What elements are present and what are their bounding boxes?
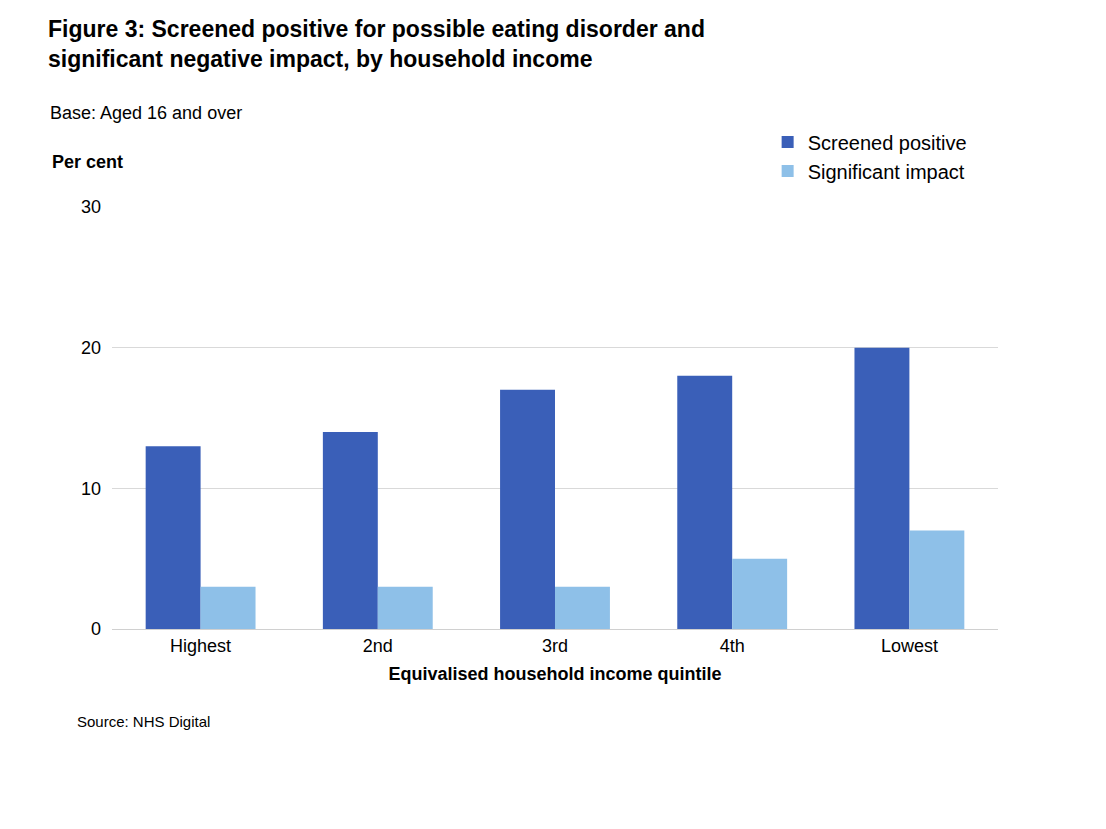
svg-text:30: 30 bbox=[81, 197, 101, 217]
svg-text:Lowest: Lowest bbox=[881, 636, 938, 656]
svg-text:Source: NHS Digital: Source: NHS Digital bbox=[77, 713, 210, 730]
svg-text:4th: 4th bbox=[720, 636, 745, 656]
svg-text:Highest: Highest bbox=[170, 636, 231, 656]
svg-text:Equivalised household income q: Equivalised household income quintile bbox=[388, 664, 721, 684]
svg-text:Base: Aged 16 and over: Base: Aged 16 and over bbox=[50, 103, 242, 123]
svg-text:2nd: 2nd bbox=[363, 636, 393, 656]
svg-text:3rd: 3rd bbox=[542, 636, 568, 656]
svg-text:10: 10 bbox=[81, 479, 101, 499]
svg-text:0: 0 bbox=[91, 619, 101, 639]
svg-text:Per cent: Per cent bbox=[52, 152, 123, 172]
svg-text:Significant impact: Significant impact bbox=[808, 161, 965, 183]
svg-text:Figure 3: Screened positive fo: Figure 3: Screened positive for possible… bbox=[48, 16, 705, 72]
svg-text:20: 20 bbox=[81, 338, 101, 358]
svg-text:Screened positive: Screened positive bbox=[808, 132, 967, 154]
